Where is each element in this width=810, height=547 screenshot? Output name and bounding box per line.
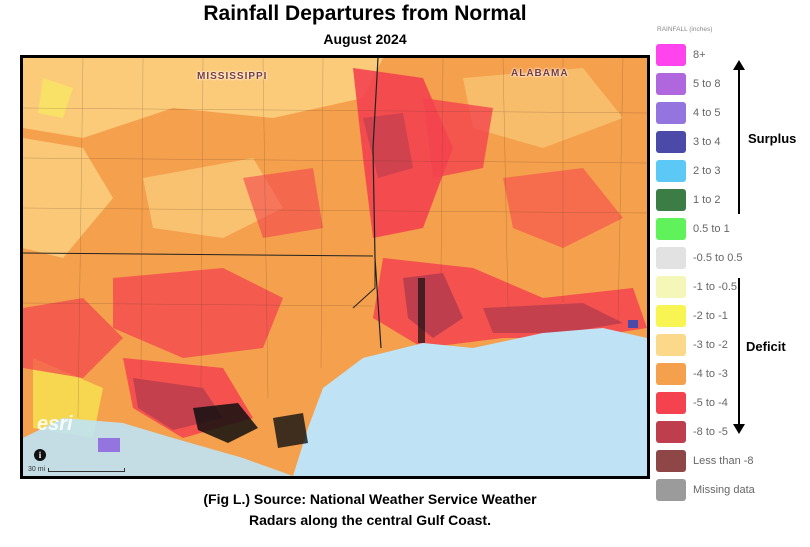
scale-label: 30 mi: [28, 466, 46, 473]
legend-label: -5 to -4: [693, 397, 728, 409]
legend-label: -8 to -5: [693, 426, 728, 438]
legend-swatch: [656, 73, 686, 95]
map-canvas: [23, 58, 647, 476]
legend-swatch: [656, 334, 686, 356]
legend-item: -8 to -5: [656, 421, 806, 443]
legend-swatch: [656, 305, 686, 327]
legend-swatch: [656, 44, 686, 66]
legend-item: -1 to -0.5: [656, 276, 806, 298]
legend-item: 8+: [656, 44, 806, 66]
caption-line-2: Radars along the central Gulf Coast.: [249, 512, 491, 528]
legend-label: -2 to -1: [693, 310, 728, 322]
legend-label: 3 to 4: [693, 136, 721, 148]
legend-label: -3 to -2: [693, 339, 728, 351]
legend-swatch: [656, 479, 686, 501]
legend-item: 0.5 to 1: [656, 218, 806, 240]
legend-item: -5 to -4: [656, 392, 806, 414]
legend-item: -2 to -1: [656, 305, 806, 327]
surplus-arrow-head: [733, 60, 745, 70]
legend-swatch: [656, 450, 686, 472]
legend-label: 2 to 3: [693, 165, 721, 177]
legend-item: -3 to -2: [656, 334, 806, 356]
legend-label: 8+: [693, 49, 706, 61]
legend-label: 1 to 2: [693, 194, 721, 206]
page-subtitle: August 2024: [323, 31, 407, 47]
legend-item: -0.5 to 0.5: [656, 247, 806, 269]
legend-label: 5 to 8: [693, 78, 721, 90]
legend-swatch: [656, 218, 686, 240]
surplus-label: Surplus: [748, 131, 797, 146]
legend-item: Less than -8: [656, 450, 806, 472]
esri-logo: esri: [37, 413, 73, 435]
legend-item: 4 to 5: [656, 102, 806, 124]
rainfall-map[interactable]: MISSISSIPPI ALABAMA esri i 30 mi: [20, 55, 650, 479]
legend-label: 0.5 to 1: [693, 223, 730, 235]
info-icon[interactable]: i: [34, 449, 46, 461]
legend-item: Missing data: [656, 479, 806, 501]
state-label-alabama: ALABAMA: [511, 68, 569, 79]
legend-swatch: [656, 131, 686, 153]
legend-label: Missing data: [693, 484, 755, 496]
legend-label: Less than -8: [693, 455, 754, 467]
legend-swatch: [656, 102, 686, 124]
legend-swatch: [656, 363, 686, 385]
figure-caption: (Fig L.) Source: National Weather Servic…: [150, 489, 590, 531]
state-label-mississippi: MISSISSIPPI: [197, 71, 268, 82]
legend-swatch: [656, 392, 686, 414]
legend-swatch: [656, 160, 686, 182]
surplus-arrow-line: [738, 68, 740, 214]
legend-item: 3 to 4: [656, 131, 806, 153]
deficit-arrow-head: [733, 424, 745, 434]
caption-line-1: (Fig L.) Source: National Weather Servic…: [203, 491, 537, 507]
legend-swatch: [656, 189, 686, 211]
legend-item: -4 to -3: [656, 363, 806, 385]
legend-swatch: [656, 247, 686, 269]
legend-item: 1 to 2: [656, 189, 806, 211]
legend-label: -4 to -3: [693, 368, 728, 380]
legend-label: -0.5 to 0.5: [693, 252, 743, 264]
legend-title: RAINFALL (inches): [657, 26, 713, 33]
scale-bar: [48, 468, 125, 472]
deficit-label: Deficit: [746, 339, 786, 354]
legend-swatch: [656, 421, 686, 443]
legend-item: 2 to 3: [656, 160, 806, 182]
legend-label: -1 to -0.5: [693, 281, 738, 293]
legend-swatch: [656, 276, 686, 298]
deficit-arrow-line: [738, 278, 740, 426]
page-title: Rainfall Departures from Normal: [203, 2, 527, 25]
map-scale: 30 mi: [28, 466, 125, 473]
legend-label: 4 to 5: [693, 107, 721, 119]
legend-item: 5 to 8: [656, 73, 806, 95]
